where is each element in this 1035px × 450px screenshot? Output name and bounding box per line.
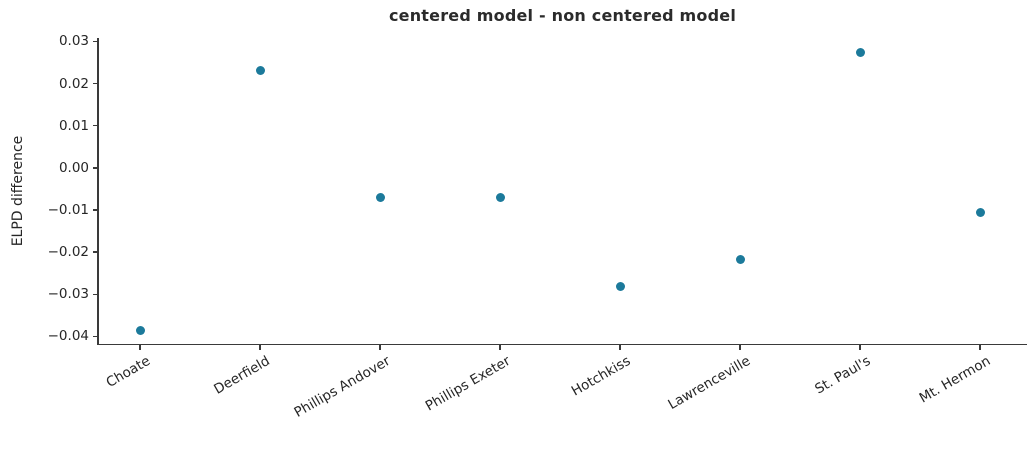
y-tick-label: 0.01 <box>58 117 89 134</box>
y-tick-mark <box>93 293 97 295</box>
data-point <box>615 281 625 291</box>
x-tick-mark <box>979 345 981 350</box>
y-tick-mark <box>93 124 97 127</box>
y-tick-mark <box>93 82 97 85</box>
x-tick-label: Choate <box>103 353 153 391</box>
y-axis-label-text: ELPD difference <box>10 135 26 247</box>
x-tick-mark <box>859 345 861 350</box>
data-point <box>255 65 265 75</box>
y-tick-mark <box>93 251 97 253</box>
data-point <box>855 47 865 57</box>
y-tick-mark <box>93 335 97 338</box>
x-axis-spine <box>97 343 1027 345</box>
y-tick-label: 0.02 <box>58 75 89 92</box>
data-point <box>375 192 385 202</box>
data-point <box>975 207 985 217</box>
y-tick-label: −0.04 <box>47 328 89 345</box>
data-point <box>135 325 145 335</box>
x-tick-label: St. Paul's <box>811 353 873 398</box>
x-tick-mark <box>259 345 261 350</box>
x-tick-mark <box>739 345 741 350</box>
y-axis-spine <box>97 38 99 345</box>
y-tick-mark <box>93 167 97 169</box>
x-tick-label: Phillips Exeter <box>422 353 513 415</box>
y-tick-mark <box>93 40 97 43</box>
y-tick-mark <box>93 209 97 211</box>
y-tick-label: 0.00 <box>58 159 89 176</box>
x-tick-label: Deerfield <box>211 353 273 398</box>
y-tick-label: −0.03 <box>47 286 89 303</box>
data-point <box>735 254 745 264</box>
y-tick-label: −0.01 <box>47 201 89 218</box>
x-tick-mark <box>139 345 141 350</box>
x-tick-mark <box>499 345 501 350</box>
x-tick-mark <box>379 345 381 350</box>
chart-title: centered model - non centered model <box>388 6 736 25</box>
x-tick-label: Mt. Hermon <box>916 353 993 407</box>
y-tick-label: 0.03 <box>58 33 89 50</box>
y-tick-label: −0.02 <box>47 244 89 261</box>
x-tick-label: Lawrenceville <box>665 353 753 413</box>
data-point <box>495 192 505 202</box>
x-tick-mark <box>619 345 621 350</box>
x-tick-label: Phillips Andover <box>291 353 393 421</box>
x-tick-label: Hotchkiss <box>568 353 633 400</box>
